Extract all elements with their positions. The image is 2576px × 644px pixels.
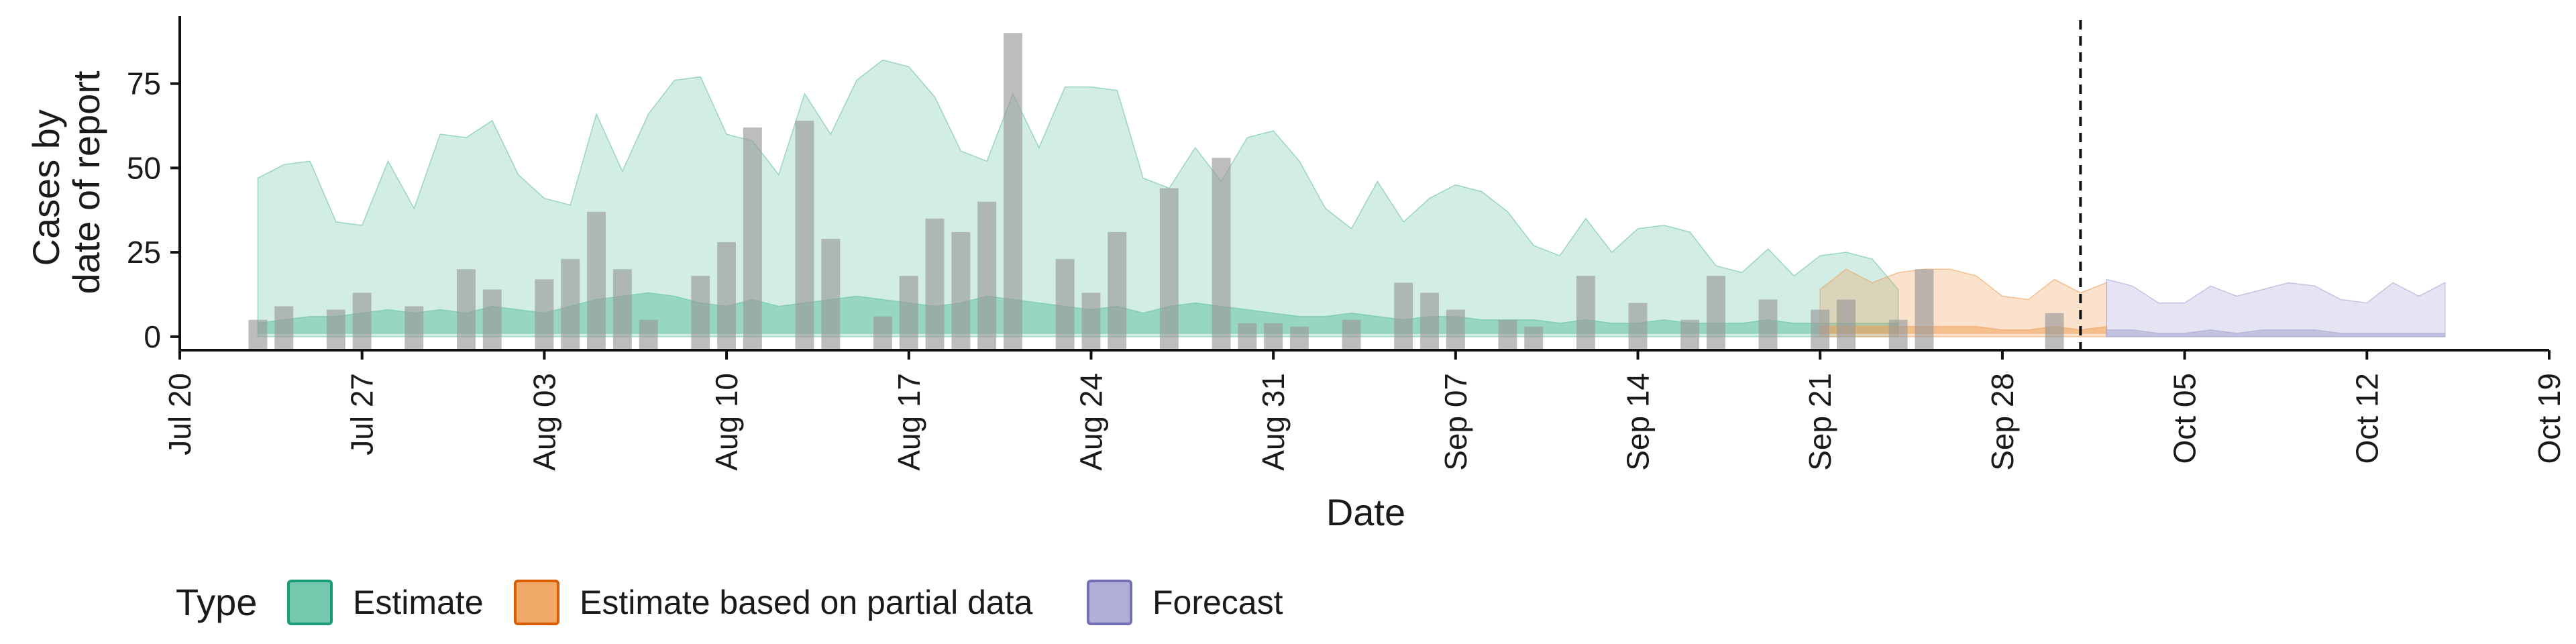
observed-cases-bar xyxy=(612,269,632,349)
x-tick-label: Sep 21 xyxy=(1803,373,1837,471)
estimate-ribbon-90 xyxy=(257,59,1899,337)
x-tick-label: Oct 12 xyxy=(2349,373,2384,464)
y-tick-label: 25 xyxy=(127,235,161,270)
observed-cases-bar xyxy=(2045,313,2064,349)
x-tick-label: Sep 07 xyxy=(1438,373,1473,471)
bar-layer xyxy=(248,33,2064,349)
ribbon-layer xyxy=(257,59,2446,337)
y-tick-label: 50 xyxy=(127,150,161,185)
x-tick-label: Jul 27 xyxy=(345,373,380,455)
observed-cases-bar xyxy=(1394,282,1413,349)
observed-cases-bar xyxy=(1498,319,1517,349)
observed-cases-bar xyxy=(1055,259,1075,349)
x-tick-label: Oct 05 xyxy=(2167,373,2202,464)
observed-cases-bar xyxy=(899,276,918,349)
observed-cases-bar xyxy=(1342,319,1361,349)
x-tick-label: Aug 10 xyxy=(709,373,744,471)
legend-key-estimate xyxy=(287,580,333,625)
observed-cases-bar xyxy=(873,316,892,349)
forecast-ribbon-90 xyxy=(2106,278,2446,337)
x-tick-label: Aug 03 xyxy=(527,373,561,471)
x-tick-label: Sep 28 xyxy=(1985,373,2020,471)
x-tick-label: Aug 24 xyxy=(1073,373,1108,471)
observed-cases-bar xyxy=(1837,299,1856,349)
legend: Type Estimate Estimate based on partial d… xyxy=(176,580,1283,625)
observed-cases-bar xyxy=(587,211,606,349)
observed-cases-bar xyxy=(248,319,268,349)
x-tick-label: Sep 14 xyxy=(1621,373,1656,471)
y-axis-title-line-1: Cases by xyxy=(25,109,67,266)
observed-cases-bar xyxy=(743,127,762,349)
observed-cases-bar xyxy=(561,259,580,349)
observed-cases-bar xyxy=(1420,292,1439,349)
observed-cases-bar xyxy=(482,289,502,349)
y-axis: 0 25 50 75 xyxy=(127,16,181,354)
observed-cases-bar xyxy=(274,306,294,349)
observed-cases-bar xyxy=(821,239,841,349)
observed-cases-bar xyxy=(977,201,997,349)
observed-cases-bar xyxy=(1524,326,1544,349)
x-tick-label: Aug 31 xyxy=(1256,373,1291,471)
forecast-ribbon-50 xyxy=(2106,329,2446,337)
observed-cases-bar xyxy=(1758,299,1778,349)
y-tick-label: 0 xyxy=(144,319,161,354)
legend-title: Type xyxy=(176,581,257,623)
x-axis: Jul 20 Jul 27 Aug 03 Aug 10 Aug 17 Aug 24 Aug … xyxy=(162,349,2567,471)
observed-cases-bar xyxy=(1576,276,1595,349)
legend-label: Estimate based on partial data xyxy=(580,584,1033,621)
observed-cases-bar xyxy=(691,276,710,349)
observed-cases-bar xyxy=(326,309,345,349)
legend-label: Forecast xyxy=(1152,584,1283,621)
x-tick-label: Aug 17 xyxy=(892,373,926,471)
observed-cases-bar xyxy=(1108,231,1127,349)
x-axis-title: Date xyxy=(1326,491,1405,533)
observed-cases-bar xyxy=(352,292,372,349)
observed-cases-bar xyxy=(1159,188,1179,349)
observed-cases-bar xyxy=(1004,33,1022,349)
observed-cases-bar xyxy=(1707,276,1725,349)
y-axis-title: Cases by date of report xyxy=(25,70,107,294)
observed-cases-bar xyxy=(1888,319,1908,349)
observed-cases-bar xyxy=(1264,323,1283,349)
observed-cases-bar xyxy=(1290,326,1309,349)
x-tick-label: Oct 19 xyxy=(2532,373,2567,464)
observed-cases-bar xyxy=(795,120,814,349)
x-tick-label: Jul 20 xyxy=(162,373,197,455)
observed-cases-bar xyxy=(717,242,736,349)
observed-cases-bar xyxy=(925,218,945,349)
observed-cases-bar xyxy=(1811,309,1830,349)
observed-cases-bar xyxy=(639,319,658,349)
axes: 0 25 50 75 Jul 20 Jul 27 Aug 03 Aug 10 Aug 17 Au… xyxy=(127,16,2567,471)
legend-key-estimate-based-on-partial-data xyxy=(514,580,559,625)
observed-cases-bar xyxy=(1081,292,1101,349)
observed-cases-bar xyxy=(405,306,424,349)
observed-cases-bar xyxy=(1212,158,1231,349)
observed-cases-bar xyxy=(1446,309,1465,349)
y-tick-label: 75 xyxy=(127,66,161,101)
legend-key-forecast xyxy=(1087,580,1132,625)
observed-cases-bar xyxy=(951,231,971,349)
legend-label: Estimate xyxy=(353,584,484,621)
observed-cases-bar xyxy=(1628,303,1648,349)
observed-cases-bar xyxy=(1238,323,1257,349)
observed-cases-bar xyxy=(457,269,476,349)
observed-cases-bar xyxy=(1915,269,1934,349)
y-axis-title-line-2: date of report xyxy=(65,70,107,294)
observed-cases-bar xyxy=(535,279,554,349)
observed-cases-bar xyxy=(1680,319,1700,349)
